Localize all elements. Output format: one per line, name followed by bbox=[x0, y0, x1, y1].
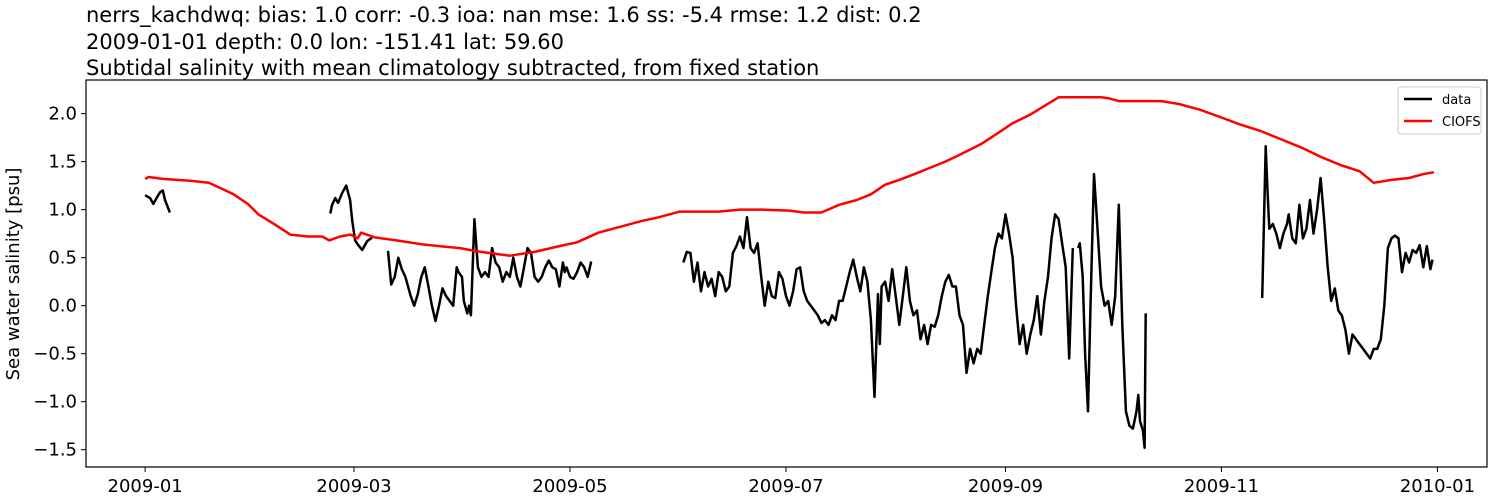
series-data-line-segment-4 bbox=[1076, 172, 1147, 450]
y-tick-label: 2.0 bbox=[48, 104, 77, 125]
axis-ticks: 2009-01 2009-03 2009-05 2009-07 2009-09 2009-… bbox=[33, 104, 1475, 497]
legend-data-label: data bbox=[1442, 93, 1471, 108]
y-tick-label: −0.5 bbox=[33, 344, 77, 365]
series-data-line-segment-3 bbox=[682, 213, 1075, 399]
y-tick-label: −1.0 bbox=[33, 392, 77, 413]
chart-title-line-3: Subtidal salinity with mean climatology … bbox=[86, 56, 819, 80]
legend-ciofs-label: CIOFS bbox=[1442, 115, 1481, 130]
plot-area bbox=[144, 96, 1435, 450]
series-data-line-segment-1 bbox=[329, 184, 373, 252]
chart-title-line-2: 2009-01-01 depth: 0.0 lon: -151.41 lat: … bbox=[86, 30, 564, 54]
series-data-line-segment-0 bbox=[144, 189, 172, 213]
x-tick-label: 2009-05 bbox=[532, 476, 607, 497]
y-tick-label: −1.5 bbox=[33, 440, 77, 461]
legend: data CIOFS bbox=[1397, 86, 1482, 135]
chart-title-line-1: nerrs_kachdwq: bias: 1.0 corr: -0.3 ioa:… bbox=[86, 3, 922, 28]
series-ciofs-line-segment-0 bbox=[144, 96, 1435, 257]
y-tick-label: 1.5 bbox=[48, 152, 77, 173]
x-tick-label: 2009-09 bbox=[968, 476, 1043, 497]
y-tick-label: 1.0 bbox=[48, 200, 77, 221]
x-tick-label: 2009-11 bbox=[1184, 476, 1259, 497]
series-data-line-segment-5 bbox=[1260, 145, 1434, 360]
x-tick-label: 2009-07 bbox=[748, 476, 823, 497]
y-tick-label: 0.5 bbox=[48, 248, 77, 269]
x-tick-label: 2009-01 bbox=[108, 476, 183, 497]
axes-frame bbox=[85, 79, 1488, 468]
x-tick-label: 2010-01 bbox=[1400, 476, 1475, 497]
series-data-line-segment-2 bbox=[386, 217, 593, 323]
x-tick-label: 2009-03 bbox=[316, 476, 391, 497]
y-tick-label: 0.0 bbox=[48, 296, 77, 317]
y-axis-label: Sea water salinity [psu] bbox=[3, 168, 24, 381]
